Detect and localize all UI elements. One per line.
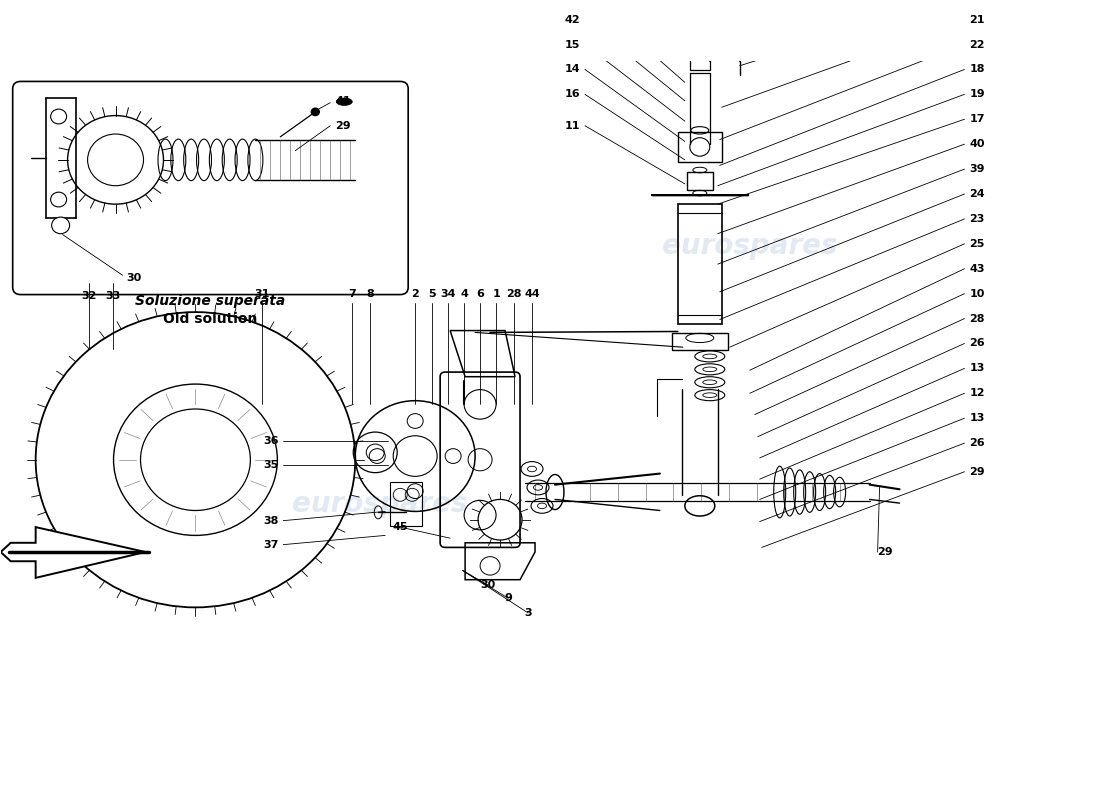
Text: 29: 29 [969,466,986,477]
Bar [678,204,722,324]
Text: 28: 28 [506,289,521,298]
Text: Old solution: Old solution [163,313,257,326]
Text: 31: 31 [255,289,271,298]
Text: 26: 26 [969,438,986,448]
Text: 14: 14 [564,65,580,74]
Text: 4: 4 [460,289,467,298]
Circle shape [311,108,319,115]
Text: 19: 19 [969,90,986,99]
Text: 45: 45 [393,522,408,532]
Text: eurospares: eurospares [662,232,837,260]
Text: 13: 13 [969,363,984,374]
Text: 17: 17 [969,114,984,124]
Text: 43: 43 [969,264,984,274]
Text: 12: 12 [969,388,984,398]
Bar [672,334,728,350]
Text: 34: 34 [440,289,455,298]
Text: 13: 13 [969,414,984,423]
Text: 24: 24 [969,189,986,199]
Text: 16: 16 [564,90,580,99]
FancyBboxPatch shape [13,82,408,294]
Text: 5: 5 [428,289,436,298]
Text: 29: 29 [878,547,893,557]
Text: Soluzione superata: Soluzione superata [135,294,286,308]
Text: 39: 39 [969,164,984,174]
Bar [690,59,710,70]
Text: 15: 15 [564,39,580,50]
Bar [686,172,713,190]
Text: 23: 23 [969,214,984,224]
Text: 36: 36 [263,436,278,446]
Bar [390,482,422,526]
Ellipse shape [337,98,352,106]
Text: 7: 7 [349,289,356,298]
Text: 3: 3 [525,608,531,618]
Text: 29: 29 [336,121,351,130]
Bar [678,132,722,162]
Text: 26: 26 [969,338,986,349]
Text: 6: 6 [476,289,484,298]
Text: 10: 10 [969,289,984,298]
Text: 33: 33 [104,291,120,302]
Text: 9: 9 [504,593,512,603]
Text: eurospares: eurospares [293,490,468,518]
Text: 42: 42 [564,14,580,25]
Text: 18: 18 [969,65,984,74]
Text: 40: 40 [969,139,984,149]
Text: 8: 8 [366,289,374,298]
Text: 30: 30 [126,273,142,283]
Text: 44: 44 [524,289,540,298]
Polygon shape [1,527,145,578]
Circle shape [52,217,69,234]
Text: 38: 38 [263,516,278,526]
Text: 25: 25 [969,239,984,249]
Text: 1: 1 [492,289,499,298]
Text: 28: 28 [969,314,984,323]
Text: 41: 41 [336,96,351,106]
Text: 2: 2 [411,289,419,298]
Text: 37: 37 [263,540,278,550]
Text: 22: 22 [969,39,984,50]
Text: 32: 32 [81,291,97,302]
Text: 21: 21 [969,14,984,25]
Text: 11: 11 [564,121,580,130]
Text: 30: 30 [481,580,496,590]
Text: 35: 35 [263,460,278,470]
